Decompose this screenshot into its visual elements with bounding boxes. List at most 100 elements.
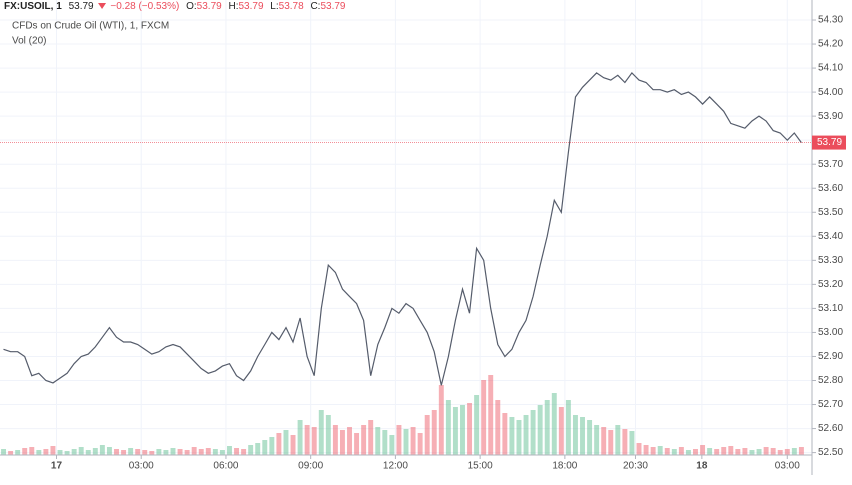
volume-bar: [114, 449, 119, 455]
volume-bar: [50, 446, 56, 455]
volume-bar: [177, 449, 183, 455]
volume-bar: [361, 425, 367, 455]
volume-bar: [99, 445, 105, 455]
volume-bar: [269, 437, 275, 455]
volume-bar: [396, 425, 402, 455]
volume-bar: [262, 440, 268, 455]
volume-bar: [784, 449, 790, 455]
volume-bar: [227, 446, 232, 455]
volume: [1, 375, 804, 455]
volume-bar: [601, 427, 607, 455]
volume-bar: [64, 451, 70, 455]
volume-bar: [198, 449, 204, 455]
x-tick-label: 20:30: [623, 461, 648, 472]
volume-bar: [763, 447, 769, 455]
last-price-label: 53.79: [817, 137, 842, 148]
volume-bar: [219, 450, 225, 455]
y-tick-label: 53.20: [818, 279, 843, 290]
volume-bar: [558, 407, 564, 455]
volume-bar: [629, 431, 635, 455]
symbol: FX:USOIL, 1: [4, 1, 62, 12]
ohlc-label: H:: [228, 1, 238, 12]
volume-bar: [128, 448, 134, 455]
last-price-tag: [812, 135, 846, 150]
volume-bar: [135, 449, 141, 455]
x-tick-label: 03:00: [775, 461, 800, 472]
volume-bar: [530, 410, 536, 455]
last: 53.79: [69, 1, 94, 12]
volume-bar: [1, 449, 7, 455]
y-tick-label: 52.80: [818, 375, 843, 386]
volume-bar: [742, 448, 748, 455]
x-tick-label: 15:00: [468, 461, 493, 472]
volume-bar: [170, 448, 176, 455]
volume-bar: [544, 400, 550, 455]
x-tick-label: 09:00: [298, 461, 323, 472]
y-tick-label: 52.90: [818, 351, 843, 362]
header: FX:USOIL, 1 53.79 −0.28 (−0.53%) O: 53.79…: [4, 1, 346, 12]
volume-bar: [671, 449, 677, 455]
volume-bar: [791, 448, 797, 455]
volume-bar: [594, 425, 600, 455]
ohlc-value: 53.79: [238, 1, 263, 12]
y-tick-label: 53.30: [818, 255, 843, 266]
ohlc-label: O:: [186, 1, 197, 12]
volume-bar: [8, 451, 14, 455]
volume-bar: [15, 450, 21, 455]
volume-bar: [798, 447, 804, 455]
volume-bar: [389, 435, 395, 455]
ohlc-value: 53.78: [279, 1, 304, 12]
legend-item: Vol (20): [12, 36, 46, 47]
volume-bar: [43, 449, 49, 455]
x-tick-label: 12:00: [383, 461, 408, 472]
volume-bar: [643, 445, 649, 455]
volume-bar: [438, 385, 444, 455]
volume-bar: [382, 430, 388, 455]
volume-bar: [749, 450, 755, 455]
y-tick-label: 52.70: [818, 399, 843, 410]
volume-bar: [255, 443, 261, 455]
volume-bar: [777, 450, 783, 455]
y-tick-label: 53.00: [818, 327, 843, 338]
change: −0.28 (−0.53%): [110, 1, 179, 12]
volume-bar: [205, 448, 211, 455]
volume-bar: [657, 446, 663, 455]
volume-bar: [664, 448, 670, 455]
volume-bar: [276, 433, 282, 455]
volume-bar: [71, 449, 77, 455]
volume-bar: [106, 447, 112, 455]
volume-bar: [685, 450, 691, 455]
volume-bar: [523, 415, 529, 455]
y-tick-label: 53.50: [818, 207, 843, 218]
volume-bar: [332, 425, 338, 455]
volume-bar: [565, 400, 571, 455]
volume-bar: [29, 447, 35, 455]
volume-bar: [481, 380, 487, 455]
volume-bar: [311, 427, 317, 455]
volume-bar: [375, 427, 381, 455]
y-tick-label: 54.20: [818, 39, 843, 50]
volume-bar: [184, 450, 190, 455]
volume-bar: [608, 430, 614, 455]
volume-bar: [474, 395, 480, 455]
volume-bar: [431, 410, 437, 455]
volume-bar: [678, 447, 684, 455]
volume-bar: [580, 417, 585, 455]
volume-bar: [572, 415, 578, 455]
volume-bar: [121, 450, 127, 455]
volume-bar: [368, 420, 374, 455]
volume-bar: [467, 403, 473, 455]
volume-bar: [234, 448, 240, 455]
y-tick-label: 53.40: [818, 231, 843, 242]
volume-bar: [452, 407, 458, 455]
volume-bar: [516, 420, 522, 455]
volume-bar: [318, 410, 324, 455]
volume-bar: [460, 405, 465, 455]
volume-bar: [163, 450, 169, 455]
x-tick-label: 18:00: [552, 461, 577, 472]
volume-bar: [615, 425, 621, 455]
volume-bar: [700, 445, 706, 455]
x-tick-label: 03:00: [129, 461, 154, 472]
volume-bar: [417, 433, 423, 455]
